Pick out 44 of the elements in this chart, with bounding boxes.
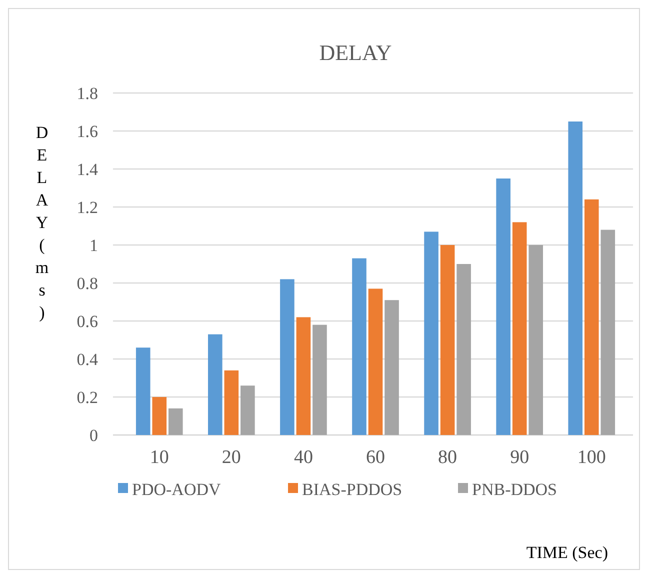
y-tick-label: 1.8 (76, 84, 98, 103)
y-tick-label: 1.2 (76, 198, 98, 217)
bar (528, 245, 543, 435)
bar (352, 258, 366, 435)
bar (600, 230, 616, 435)
x-axis-title: TIME (Sec) (526, 543, 608, 562)
bar (152, 397, 167, 435)
bar (584, 199, 599, 435)
bar (280, 279, 294, 435)
bar (136, 348, 150, 435)
x-tick-label: 40 (294, 447, 313, 468)
text: DELAY(ms) (35, 123, 49, 322)
bar (384, 300, 399, 435)
legend-label: PNB-DDOS (472, 480, 558, 499)
y-tick-label: 0.8 (76, 274, 98, 293)
bar (424, 232, 438, 435)
legend-label: BIAS-PDDOS (302, 480, 402, 499)
x-tick-label: 100 (577, 447, 606, 468)
y-tick-label: 1.6 (76, 122, 98, 141)
y-tick-label: 0.2 (76, 388, 98, 407)
x-tick-label: 90 (510, 447, 530, 468)
x-tick-label: 20 (222, 447, 241, 468)
bar (368, 288, 383, 435)
y-tick-label: 0.4 (76, 350, 98, 369)
bar (440, 245, 455, 435)
y-tick-label: 1 (90, 236, 98, 255)
x-tick-label: 60 (366, 447, 385, 468)
y-tick-label: 0 (90, 426, 98, 445)
legend-label: PDO-AODV (132, 480, 222, 499)
bar (168, 408, 183, 435)
bar (512, 222, 527, 435)
bar (568, 122, 583, 435)
y-tick-label: 0.6 (76, 312, 98, 331)
bar (240, 386, 255, 435)
bar (496, 178, 510, 435)
y-tick-label: 1.4 (76, 160, 98, 179)
chart-title: DELAY (319, 40, 392, 65)
x-tick-label: 10 (150, 447, 169, 468)
bar (224, 370, 239, 435)
bar (456, 264, 471, 435)
x-tick-label: 80 (438, 447, 458, 468)
bar (208, 334, 222, 435)
bar (296, 317, 311, 435)
bar (312, 324, 327, 435)
